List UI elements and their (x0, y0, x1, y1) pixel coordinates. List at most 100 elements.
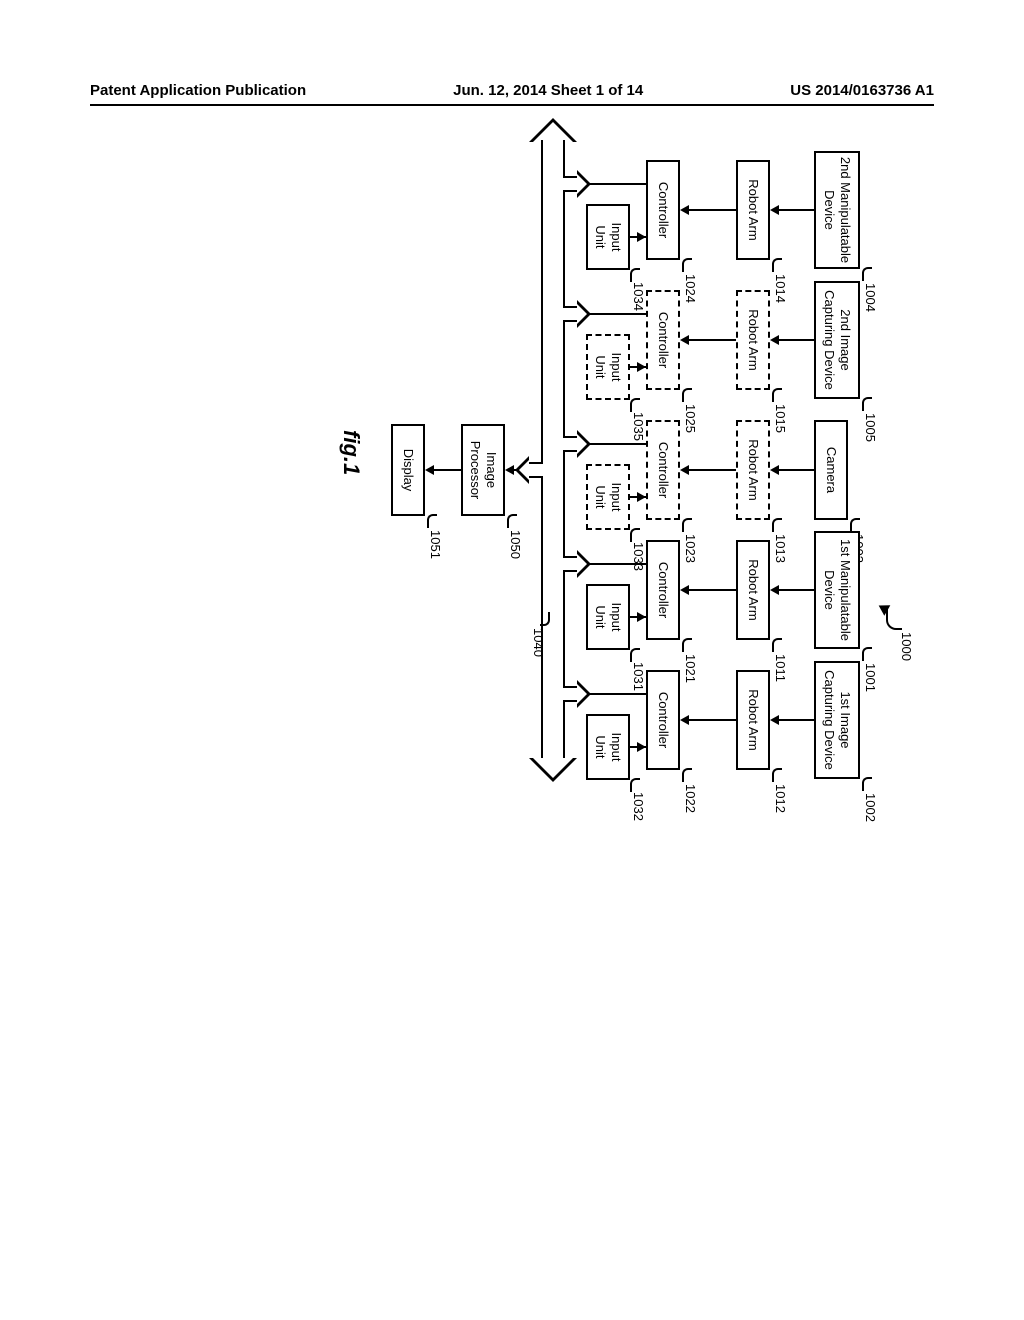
header-left: Patent Application Publication (90, 82, 306, 99)
ctrl-ref: 1022 (683, 784, 698, 813)
connector-arrow (770, 205, 779, 215)
device-box: Camera (814, 420, 848, 520)
connector-line (630, 746, 637, 748)
connector-line (779, 209, 814, 211)
controller-box: Controller (646, 540, 680, 640)
input-ref: 1035 (631, 412, 646, 441)
connector-line (779, 589, 814, 591)
controller-box: Controller (646, 160, 680, 260)
bus-tap (519, 460, 541, 480)
block-diagram: 1000 1040 fig.1 2nd Manipulatable Device… (340, 100, 880, 800)
bus-ref-label: 1040 (531, 628, 546, 657)
device-ref: 1002 (863, 793, 878, 822)
bus-arrow-right (529, 758, 577, 782)
figure-label: fig.1 (338, 430, 364, 475)
connector-line (587, 563, 646, 565)
connector-line (689, 209, 736, 211)
ref-hook (630, 778, 640, 792)
ctrl-ref: 1021 (683, 654, 698, 683)
connector-line (689, 339, 736, 341)
device-ref: 1005 (863, 413, 878, 442)
connector-arrow (637, 612, 646, 622)
bus-arrow-left (529, 118, 577, 142)
ctrl-ref: 1024 (683, 274, 698, 303)
input-unit-box: Input Unit (586, 584, 630, 650)
ref-hook (682, 258, 692, 272)
robot-arm-box: Robot Arm (736, 540, 770, 640)
input-unit-box: Input Unit (586, 204, 630, 270)
bus-tap (565, 434, 587, 454)
connector-line (514, 469, 519, 471)
ref-hook (630, 398, 640, 412)
imgproc-ref: 1050 (508, 530, 523, 559)
input-ref: 1031 (631, 662, 646, 691)
connector-line (587, 313, 646, 315)
header-center: Jun. 12, 2014 Sheet 1 of 14 (453, 82, 643, 99)
connector-line (689, 719, 736, 721)
bus-tap (565, 304, 587, 324)
device-ref: 1001 (863, 663, 878, 692)
device-ref: 1004 (863, 283, 878, 312)
connector-line (689, 589, 736, 591)
ref-hook (682, 388, 692, 402)
arm-ref: 1012 (773, 784, 788, 813)
ref-hook (682, 518, 692, 532)
bus-tap (565, 554, 587, 574)
device-box: 1st Image Capturing Device (814, 661, 860, 779)
ref-hook (862, 647, 872, 661)
ref-hook (427, 514, 437, 528)
ref-hook (682, 768, 692, 782)
display-ref: 1051 (428, 530, 443, 559)
bus-tap (565, 684, 587, 704)
connector-arrow (680, 205, 689, 215)
connector-arrow (637, 362, 646, 372)
diagram-container: 1000 1040 fig.1 2nd Manipulatable Device… (180, 180, 880, 720)
device-box: 2nd Image Capturing Device (814, 281, 860, 399)
connector-line (779, 339, 814, 341)
header-right: US 2014/0163736 A1 (790, 82, 934, 99)
bus-tap (565, 174, 587, 194)
main-ref-hook (886, 608, 902, 630)
input-ref: 1034 (631, 282, 646, 311)
ref-hook (862, 267, 872, 281)
connector-arrow (770, 465, 779, 475)
ref-hook (630, 268, 640, 282)
arm-ref: 1011 (773, 654, 788, 682)
robot-arm-box: Robot Arm (736, 420, 770, 520)
controller-box: Controller (646, 290, 680, 390)
input-ref: 1032 (631, 792, 646, 821)
ref-hook (772, 768, 782, 782)
ref-hook (850, 518, 860, 532)
input-ref: 1033 (631, 542, 646, 571)
display-box: Display (391, 424, 425, 516)
ref-hook (507, 514, 517, 528)
connector-arrow (770, 715, 779, 725)
connector-arrow (680, 585, 689, 595)
arm-ref: 1015 (773, 404, 788, 433)
page-header: Patent Application Publication Jun. 12, … (90, 82, 934, 99)
device-box: 2nd Manipulatable Device (814, 151, 860, 269)
connector-arrow (680, 715, 689, 725)
arm-ref: 1014 (773, 274, 788, 303)
connector-arrow (680, 335, 689, 345)
connector-line (587, 183, 646, 185)
controller-box: Controller (646, 670, 680, 770)
ref-hook (682, 638, 692, 652)
connector-line (779, 719, 814, 721)
connector-arrow (680, 465, 689, 475)
connector-line (434, 469, 461, 471)
robot-arm-box: Robot Arm (736, 290, 770, 390)
robot-arm-box: Robot Arm (736, 160, 770, 260)
ctrl-ref: 1023 (683, 534, 698, 563)
connector-arrow (637, 232, 646, 242)
system-bus (541, 140, 565, 760)
connector-line (689, 469, 736, 471)
ref-hook (862, 397, 872, 411)
main-ref-label: 1000 (899, 632, 914, 661)
arm-ref: 1013 (773, 534, 788, 563)
connector-line (779, 469, 814, 471)
ref-hook (772, 258, 782, 272)
input-unit-box: Input Unit (586, 334, 630, 400)
connector-line (630, 366, 637, 368)
connector-arrow (770, 585, 779, 595)
